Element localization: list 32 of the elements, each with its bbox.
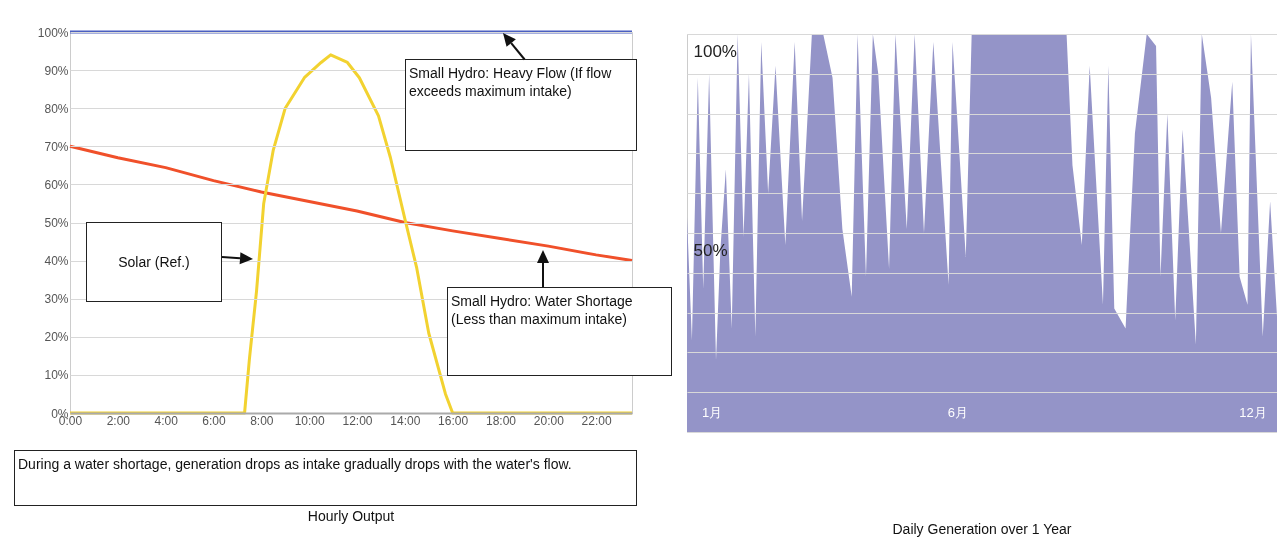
x-tick-label: 12:00 [342,413,373,428]
line-series [68,53,634,415]
x-tick-label: 22:00 [581,413,612,428]
x-tick-label: 12月 [1239,404,1267,420]
text: Daily Generation over 1 Year [892,521,1072,537]
x-tick-label: 6月 [947,404,969,420]
x-tick-label: 6:00 [202,413,226,428]
x-tick-label: 20:00 [533,413,565,428]
y-tick-label: 80% [44,101,69,116]
text: Hourly Output [307,508,395,524]
y-tick-label: 20% [44,330,69,345]
x-tick-label: 2:00 [106,413,131,428]
x-tick-label: 4:00 [154,413,179,428]
y-tick-label: 100% [693,41,737,61]
x-tick-label: 18:00 [485,413,517,428]
y-tick-label: 70% [44,139,69,154]
callout-box: During a water shortage, generation drops as intake gradually drops with the water's flow. [14,450,637,506]
callout-box: Solar (Ref.) [86,222,222,302]
y-tick-label: 50% [44,216,69,230]
x-tick-label: 8:00 [250,413,274,428]
y-tick-label: 90% [44,63,69,78]
x-tick-label: 10:00 [294,413,325,428]
y-tick-label: 10% [44,368,69,383]
y-tick-label: 40% [44,254,69,269]
callout-box: Small Hydro: Water Shortage (Less than maximum intake) [447,287,672,376]
y-tick-label: 100% [37,25,69,40]
y-tick-label: 30% [44,292,69,307]
x-tick-label: 16:00 [438,413,469,428]
callout-box: Small Hydro: Heavy Flow (If flow exceeds maximum intake) [405,59,637,151]
y-tick-label: 60% [44,177,69,192]
x-tick-label: 14:00 [390,413,421,428]
x-tick-label: 1月 [701,404,723,420]
